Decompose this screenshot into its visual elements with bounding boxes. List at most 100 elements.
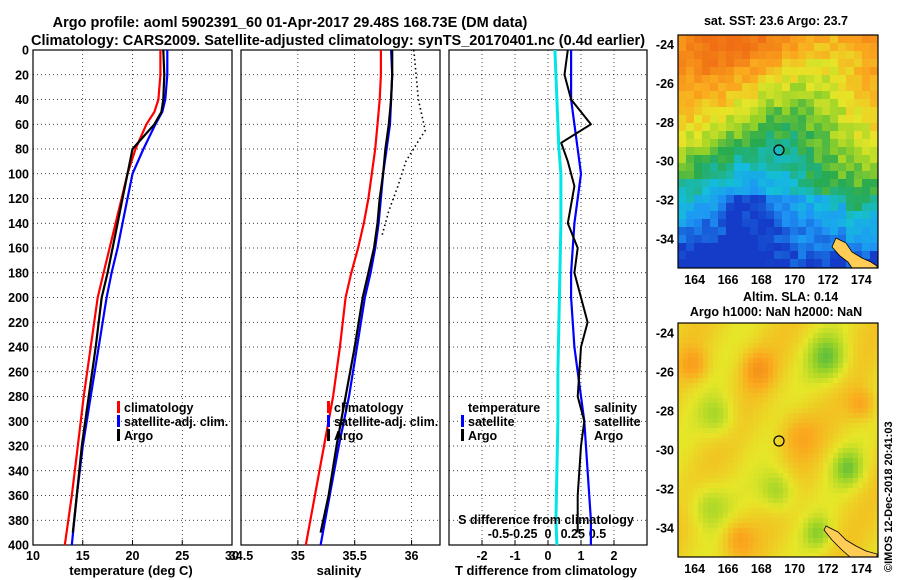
sla-map-pixel (838, 493, 843, 498)
sla-map-pixel (758, 518, 763, 523)
sla-map-pixel (703, 493, 708, 498)
sla-map-pixel (768, 348, 773, 353)
satellite-adj-clim-line (70, 50, 169, 546)
sla-map-pixel (828, 323, 833, 328)
sla-map-pixel (853, 363, 858, 368)
sla-map-pixel (698, 398, 703, 403)
sla-map-pixel (783, 513, 788, 518)
sst-map-pixel (838, 75, 846, 83)
sla-map-pixel (783, 358, 788, 363)
sst-map-pixel (806, 147, 814, 155)
sst-map-pixel (726, 83, 734, 91)
sla-map-pixel (703, 383, 708, 388)
s-difference-satellite-line (553, 49, 563, 546)
temperature-tick-labels: 10 15 20 25 30 (26, 549, 239, 563)
sla-map-pixel (728, 468, 733, 473)
sst-map-pixel (726, 75, 734, 83)
sla-map-pixel (678, 548, 683, 553)
s-difference-axis-label: S difference from climatology (458, 513, 634, 527)
sla-map-pixel (733, 323, 738, 328)
sla-map-pixel (858, 448, 863, 453)
sst-map-pixel (782, 195, 790, 203)
sla-map-pixel (733, 503, 738, 508)
sla-map-pixel (743, 528, 748, 533)
sst-map-pixel (862, 123, 870, 131)
sla-map-pixel (758, 348, 763, 353)
sla-map-pixel (818, 498, 823, 503)
sst-map-pixel (742, 75, 750, 83)
sla-map-pixel (803, 378, 808, 383)
sst-map-pixel (718, 211, 726, 219)
sla-map-pixel (818, 418, 823, 423)
sla-map-pixel (783, 403, 788, 408)
sla-map-pixel (683, 483, 688, 488)
sla-map-pixel (773, 478, 778, 483)
x-tick-label: 34.5 (229, 549, 253, 563)
sst-map-pixel (766, 163, 774, 171)
sst-map-pixel (838, 91, 846, 99)
sst-map-pixel (870, 259, 878, 267)
sst-map-pixel (862, 75, 870, 83)
sla-map-pixel (853, 393, 858, 398)
sst-map-pixel (726, 203, 734, 211)
sla-map-pixel (763, 473, 768, 478)
sla-map-pixel (853, 383, 858, 388)
sla-map-pixel (693, 348, 698, 353)
sst-map-pixel (846, 51, 854, 59)
sst-map-pixel (814, 91, 822, 99)
sla-map-pixel (788, 343, 793, 348)
sla-map-pixel (728, 383, 733, 388)
sla-map-pixel (773, 333, 778, 338)
longitude-tick-label: 164 (684, 562, 705, 576)
sla-map-pixel (778, 378, 783, 383)
sla-map-pixel (783, 543, 788, 548)
sla-map-pixel (738, 403, 743, 408)
sst-map-pixel (766, 227, 774, 235)
sla-map-pixel (848, 388, 853, 393)
sla-map-pixel (828, 408, 833, 413)
sla-map-pixel (808, 468, 813, 473)
sla-map-pixel (813, 363, 818, 368)
sla-map-pixel (778, 398, 783, 403)
sla-map-pixel (853, 518, 858, 523)
sla-map-pixel (788, 498, 793, 503)
sla-map-pixel (808, 348, 813, 353)
sla-map-pixel (703, 328, 708, 333)
sla-map-pixel (713, 378, 718, 383)
depth-tick-label: 360 (8, 489, 29, 503)
sla-map-pixel (713, 473, 718, 478)
sla-map-pixel (858, 433, 863, 438)
sst-map-pixel (766, 243, 774, 251)
sla-map-pixel (788, 368, 793, 373)
sla-map-pixel (828, 523, 833, 528)
sla-map-pixel (788, 323, 793, 328)
sla-map-pixel (723, 503, 728, 508)
sla-map-pixel (693, 368, 698, 373)
sla-map-pixel (788, 493, 793, 498)
sla-map-pixel (688, 448, 693, 453)
sla-map-pixel (833, 393, 838, 398)
sla-map-pixel (718, 473, 723, 478)
sla-map-pixel (683, 418, 688, 423)
sla-map-pixel (718, 403, 723, 408)
sst-map-pixel (766, 147, 774, 155)
sst-map-pixel (862, 147, 870, 155)
sla-map-pixel (808, 383, 813, 388)
sla-map-pixel (863, 488, 868, 493)
sla-map-pixel (688, 413, 693, 418)
sla-map-pixel (763, 348, 768, 353)
sst-map-pixel (702, 203, 710, 211)
sla-map-pixel (703, 403, 708, 408)
sla-map-pixel (678, 508, 683, 513)
sla-map-pixel (863, 423, 868, 428)
sst-map-title: sat. SST: 23.6 Argo: 23.7 (704, 14, 848, 28)
sla-map-pixel (778, 448, 783, 453)
sla-map-pixel (833, 433, 838, 438)
sla-map-pixel (748, 408, 753, 413)
salinity-legend: climatology satellite-adj. clim. Argo (327, 401, 438, 443)
sst-map-pixel (678, 83, 686, 91)
sla-map-pixel (843, 383, 848, 388)
sla-map-pixel (723, 488, 728, 493)
sla-map-pixel (718, 498, 723, 503)
latitude-tick-label: -24 (656, 326, 674, 340)
